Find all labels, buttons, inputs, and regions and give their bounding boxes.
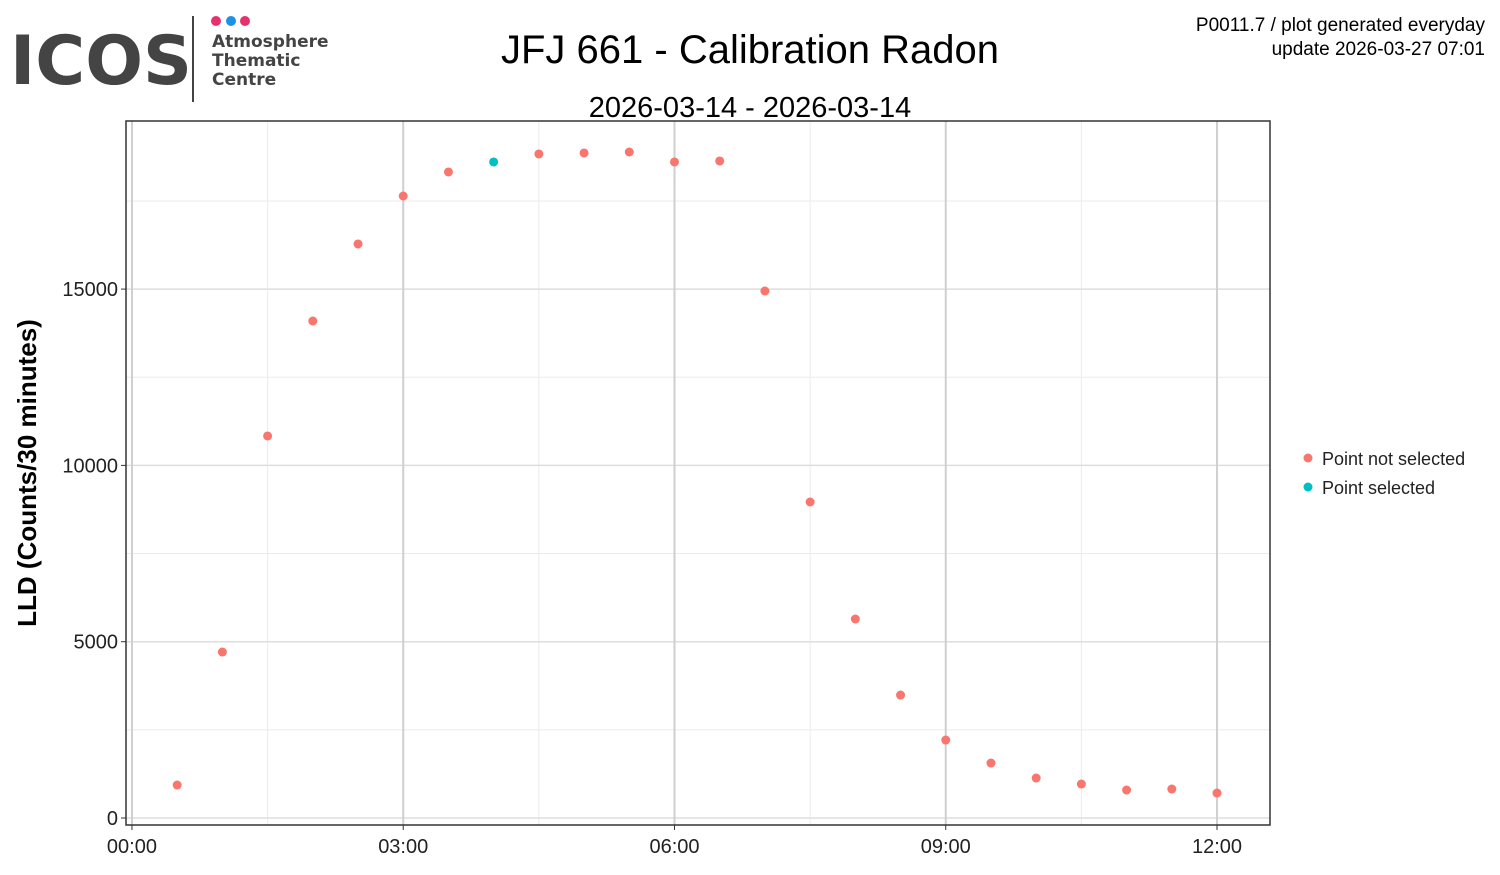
point	[489, 157, 499, 167]
plot-border	[125, 120, 1271, 826]
y-tick-label: 10000	[62, 455, 118, 477]
point	[353, 239, 363, 249]
x-tick-label: 12:00	[1192, 836, 1242, 858]
y-tick-label: 15000	[62, 279, 118, 301]
note: update 2026-03-27 07:01	[1272, 39, 1485, 60]
point	[715, 156, 725, 166]
point	[1212, 788, 1222, 798]
legend-marker	[1303, 453, 1313, 463]
logo-dot	[211, 16, 221, 26]
x-tick-label: 06:00	[649, 836, 699, 858]
x-tick-label: 00:00	[107, 836, 157, 858]
point	[896, 690, 906, 700]
point	[172, 780, 182, 790]
logo-dot	[240, 16, 250, 26]
point	[1122, 785, 1132, 795]
x-tick-label: 09:00	[921, 836, 971, 858]
y-axis-label: LLD (Counts/30 minutes)	[12, 319, 42, 627]
legend-label: Point not selected	[1322, 449, 1465, 469]
logo-dot	[226, 16, 236, 26]
point	[443, 167, 453, 177]
point	[1031, 773, 1041, 783]
point	[941, 735, 951, 745]
legend-marker	[1303, 482, 1313, 492]
logo-line: Atmosphere	[212, 32, 329, 52]
point	[760, 286, 770, 296]
point	[217, 647, 227, 657]
logo: ICOS Atmosphere Thematic Centre	[10, 16, 329, 102]
point	[850, 614, 860, 624]
y-tick-label: 0	[107, 808, 118, 830]
chart-title: JFJ 661 - Calibration Radon	[501, 28, 999, 72]
note: P0011.7 / plot generated everyday	[1196, 15, 1486, 36]
point	[624, 147, 634, 157]
x-tick-label: 03:00	[378, 836, 428, 858]
logo-line: Thematic	[212, 51, 300, 71]
logo-text: ICOS	[10, 22, 192, 101]
point	[534, 149, 544, 159]
point	[805, 497, 815, 507]
point	[1076, 779, 1086, 789]
logo-line: Centre	[212, 70, 276, 90]
point	[986, 758, 996, 768]
point	[263, 431, 273, 441]
point	[579, 148, 589, 158]
point	[1167, 784, 1177, 794]
point	[308, 316, 318, 326]
chart-subtitle: 2026-03-14 - 2026-03-14	[589, 92, 911, 124]
point	[669, 157, 679, 167]
y-tick-label: 5000	[74, 632, 119, 654]
point	[398, 191, 408, 201]
legend-label: Point selected	[1322, 478, 1435, 498]
